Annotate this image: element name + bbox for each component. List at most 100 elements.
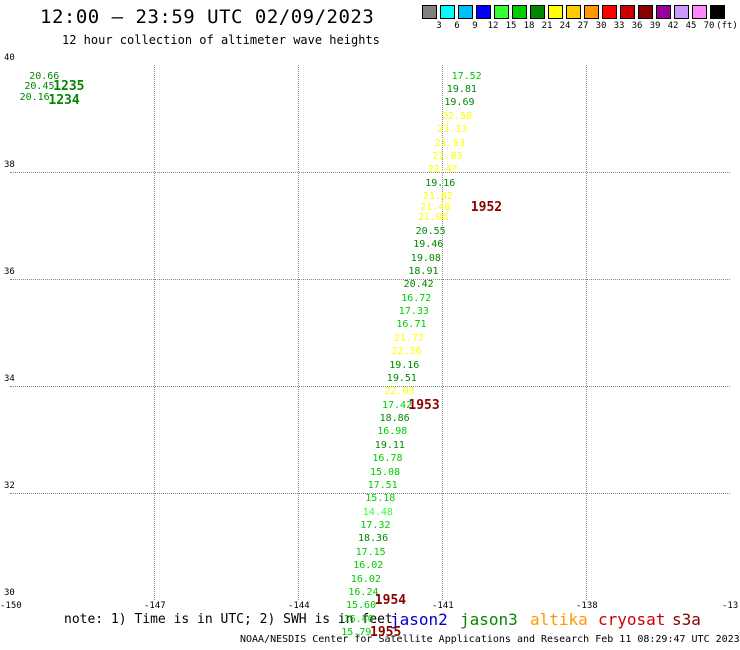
satellite-cryosat: cryosat <box>598 610 666 629</box>
time-marker: 1954 <box>374 593 407 608</box>
map-plot-area <box>10 65 730 600</box>
scale-label: 45 <box>685 21 697 31</box>
scale-swatch <box>602 5 617 19</box>
wave-height-point: 20.16 <box>19 92 50 104</box>
grid-line-vertical <box>298 65 299 600</box>
scale-swatch <box>620 5 635 19</box>
wave-height-point: 23.13 <box>437 124 468 136</box>
x-axis-label: -141 <box>432 601 454 611</box>
footer-credit: NOAA/NESDIS Center for Satellite Applica… <box>240 634 740 645</box>
wave-height-point: 17.32 <box>360 520 391 532</box>
scale-label: 12 <box>487 21 499 31</box>
scale-label: 36 <box>631 21 643 31</box>
wave-height-point: 17.52 <box>451 70 482 82</box>
scale-swatch <box>440 5 455 19</box>
time-marker: 1235 <box>53 79 85 95</box>
satellite-jason3: jason3 <box>460 610 518 629</box>
wave-height-point: 19.16 <box>425 177 456 189</box>
wave-height-point: 16.24 <box>348 586 379 598</box>
time-marker: 1234 <box>48 92 80 108</box>
x-axis-label: -13 <box>722 601 739 611</box>
scale-label: 39 <box>649 21 661 31</box>
wave-height-point: 16.02 <box>353 560 384 572</box>
scale-label: 15 <box>505 21 517 31</box>
wave-height-point: 16.78 <box>372 453 403 465</box>
scale-label: 33 <box>613 21 625 31</box>
time-marker: 1952 <box>470 199 503 215</box>
wave-height-point: 19.46 <box>413 239 444 251</box>
scale-swatch <box>692 5 707 19</box>
wave-height-point: 19.51 <box>386 372 417 384</box>
scale-swatch <box>674 5 689 19</box>
wave-height-point: 21.93 <box>434 137 465 149</box>
y-axis-label: 32 <box>4 481 15 491</box>
wave-height-point: 16.40 <box>343 613 374 625</box>
scale-swatch <box>656 5 671 19</box>
scale-swatch <box>566 5 581 19</box>
map-subtitle: 12 hour collection of altimeter wave hei… <box>62 33 380 47</box>
scale-label: 70 <box>703 21 715 31</box>
satellite-s3a: s3a <box>672 610 701 629</box>
scale-label: 21 <box>541 21 553 31</box>
wave-height-point: 19.11 <box>374 439 405 451</box>
grid-line-vertical <box>442 65 443 600</box>
scale-label: (ft) <box>716 21 738 31</box>
wave-height-point: 15.79 <box>341 627 372 639</box>
y-axis-label: 34 <box>4 374 15 384</box>
scale-swatch <box>710 5 725 19</box>
scale-swatch <box>638 5 653 19</box>
wave-height-point: 21.72 <box>394 332 425 344</box>
wave-height-point: 17.33 <box>398 306 429 318</box>
scale-label: 18 <box>523 21 535 31</box>
x-axis-label: -138 <box>576 601 598 611</box>
wave-height-point: 17.15 <box>355 546 386 558</box>
scale-label: 9 <box>472 21 478 31</box>
wave-height-point: 20.66 <box>29 70 60 82</box>
scale-swatch <box>422 5 437 19</box>
y-axis-label: 30 <box>4 588 15 598</box>
wave-height-point: 18.86 <box>379 413 410 425</box>
x-axis-label: -150 <box>0 601 22 611</box>
grid-line-vertical <box>154 65 155 600</box>
wave-height-point: 21.48 <box>420 201 451 213</box>
x-axis-label: -147 <box>144 601 166 611</box>
wave-height-point: 22.03 <box>384 386 415 398</box>
scale-label: 6 <box>454 21 460 31</box>
wave-height-point: 16.71 <box>396 319 427 331</box>
wave-height-point: 19.81 <box>446 84 477 96</box>
scale-label: 3 <box>436 21 442 31</box>
time-marker: 1953 <box>408 397 440 413</box>
wave-height-point: 15.18 <box>365 493 396 505</box>
satellite-altika: altika <box>530 610 588 629</box>
wave-height-point: 14.48 <box>362 506 393 518</box>
scale-swatch <box>476 5 491 19</box>
wave-height-point: 17.51 <box>367 479 398 491</box>
wave-height-point: 21.83 <box>432 150 463 162</box>
wave-height-point: 16.02 <box>350 573 381 585</box>
wave-height-point: 20.42 <box>403 279 434 291</box>
wave-height-point: 17.42 <box>382 399 413 411</box>
wave-height-point: 20.45 <box>24 81 55 93</box>
scale-swatch <box>458 5 473 19</box>
satellite-jason2: jason2 <box>390 610 448 629</box>
grid-line-horizontal <box>10 172 730 173</box>
wave-height-point: 21.06 <box>418 212 449 224</box>
scale-label: 30 <box>595 21 607 31</box>
grid-line-horizontal <box>10 279 730 280</box>
y-axis-label: 38 <box>4 160 15 170</box>
y-axis-label: 40 <box>4 53 15 63</box>
y-axis-label: 36 <box>4 267 15 277</box>
x-axis-label: -144 <box>288 601 310 611</box>
wave-height-point: 22.56 <box>391 346 422 358</box>
scale-swatch <box>530 5 545 19</box>
map-title: 12:00 – 23:59 UTC 02/09/2023 <box>40 6 375 28</box>
wave-height-point: 20.55 <box>415 225 446 237</box>
scale-swatch <box>548 5 563 19</box>
wave-height-point: 19.69 <box>444 97 475 109</box>
wave-height-point: 19.16 <box>389 359 420 371</box>
wave-height-point: 15.60 <box>346 600 377 612</box>
time-marker: 1955 <box>370 625 402 641</box>
wave-height-point: 22.58 <box>442 110 473 122</box>
scale-label: 42 <box>667 21 679 31</box>
grid-line-vertical <box>586 65 587 600</box>
